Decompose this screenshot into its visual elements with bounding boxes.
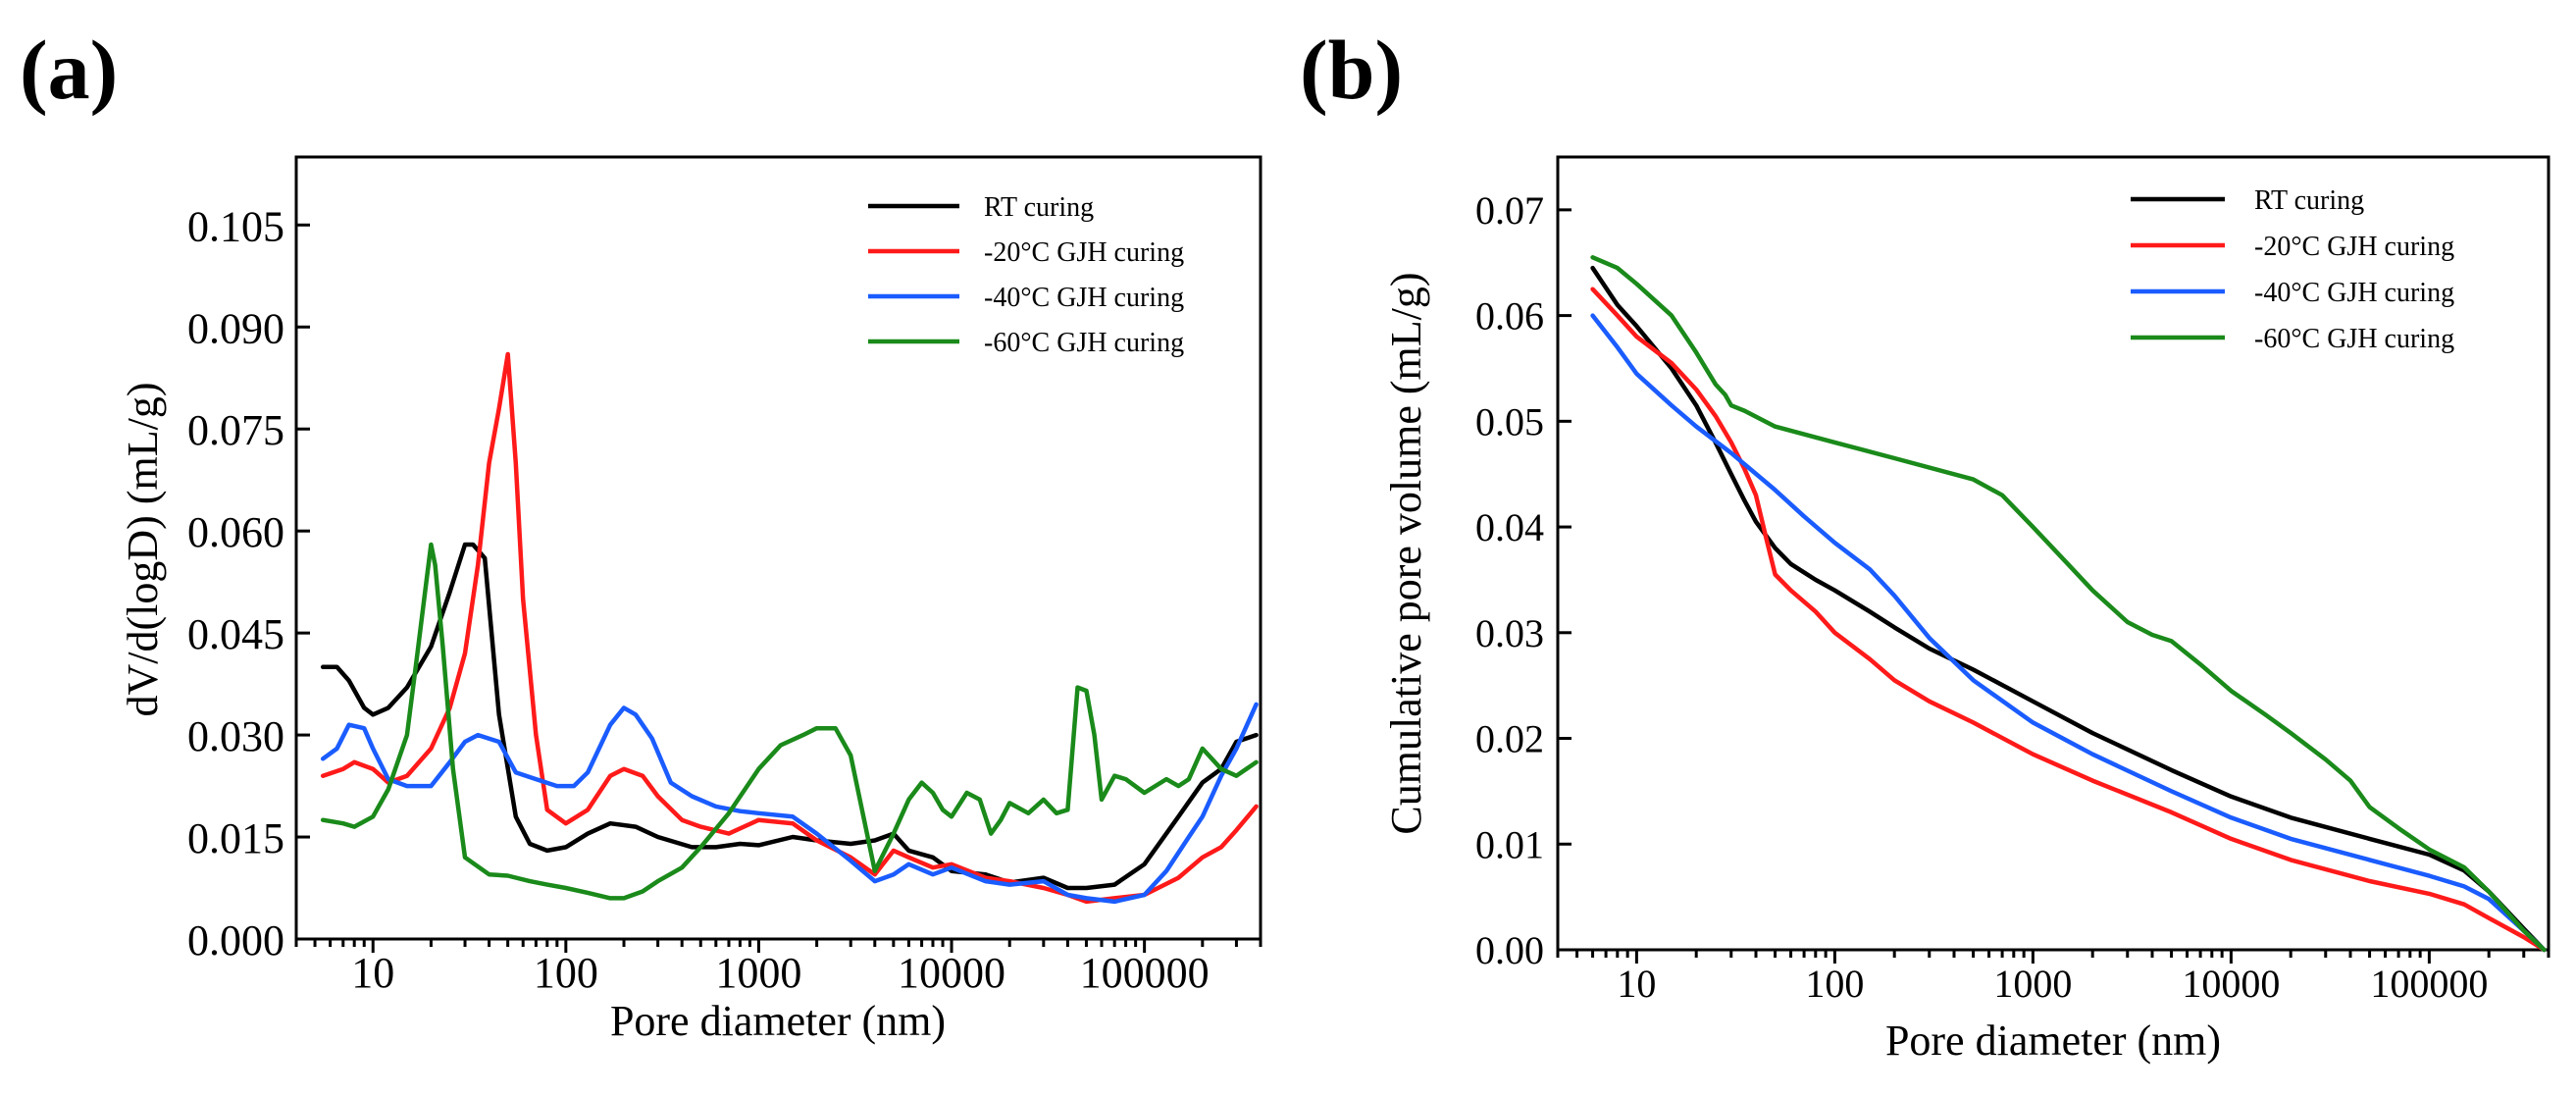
y-axis-title: dV/d(logD) (mL/g) (119, 383, 167, 717)
y-tick-label: 0.060 (187, 508, 284, 556)
series-line-rt-curing (1590, 265, 2547, 953)
series-line--60-c-gjh-curing (1590, 255, 2547, 953)
x-tick-label: 100 (1805, 962, 1864, 1006)
series-line--20-c-gjh-curing (1590, 287, 2547, 953)
y-tick-label: 0.00 (1475, 928, 1544, 972)
panel-a: (a) 0.000 0.015 0.030 0.045 0.060 0.075 0.090 0.… (20, 23, 1262, 1045)
x-tick-label: 100000 (2370, 962, 2488, 1006)
panel-b: (b) 0.00 0.01 0.02 0.03 0.04 0.05 0.06 0.07 10 100… (1300, 23, 2550, 1065)
x-axis-title: Pore diameter (nm) (610, 997, 946, 1045)
y-tick-label: 0.04 (1475, 505, 1544, 549)
y-tick-label: 0.105 (187, 202, 284, 250)
legend-label: -60°C GJH curing (984, 328, 1184, 358)
x-tick-label: 10000 (2182, 962, 2280, 1006)
panel-label-b: (b) (1300, 23, 1403, 117)
legend-label: RT curing (984, 192, 1094, 223)
legend-label: -20°C GJH curing (984, 237, 1184, 268)
x-tick-label: 1000 (1993, 962, 2072, 1006)
series-line--20-c-gjh-curing (320, 351, 1259, 905)
legend-label: RT curing (2254, 185, 2364, 216)
series-line-rt-curing (320, 542, 1259, 891)
panel-label-a: (a) (20, 23, 118, 117)
y-tick-label: 0.090 (187, 304, 284, 352)
y-tick-label: 0.03 (1475, 611, 1544, 655)
y-tick-label: 0.02 (1475, 717, 1544, 761)
plot-frame-b (1556, 155, 2550, 952)
y-tick-label: 0.030 (187, 712, 284, 760)
x-tick-label: 10000 (898, 949, 1005, 997)
x-tick-label: 1000 (715, 949, 801, 997)
series-line--60-c-gjh-curing (320, 542, 1259, 901)
plot-frame-a (294, 155, 1262, 941)
y-axis-title: Cumulative pore volume (mL/g) (1382, 272, 1430, 834)
y-tick-label: 0.075 (187, 406, 284, 454)
legend-label: -60°C GJH curing (2254, 324, 2454, 354)
y-tick-label: 0.07 (1475, 188, 1544, 233)
series-line--40-c-gjh-curing (320, 702, 1259, 905)
y-tick-label: 0.045 (187, 610, 284, 658)
y-tick-label: 0.000 (187, 916, 284, 965)
legend-label: -20°C GJH curing (2254, 232, 2454, 262)
y-tick-label: 0.015 (187, 814, 284, 862)
x-tick-label: 10 (351, 949, 394, 997)
x-axis-title: Pore diameter (nm) (1885, 1017, 2221, 1065)
x-tick-label: 100 (534, 949, 598, 997)
series-line--40-c-gjh-curing (1590, 313, 2547, 953)
y-tick-label: 0.05 (1475, 399, 1544, 444)
legend-label: -40°C GJH curing (2254, 278, 2454, 308)
x-tick-label: 10 (1617, 962, 1656, 1006)
y-tick-label: 0.06 (1475, 294, 1544, 339)
y-tick-label: 0.01 (1475, 822, 1544, 866)
x-tick-label: 100000 (1080, 949, 1210, 997)
legend-label: -40°C GJH curing (984, 283, 1184, 313)
